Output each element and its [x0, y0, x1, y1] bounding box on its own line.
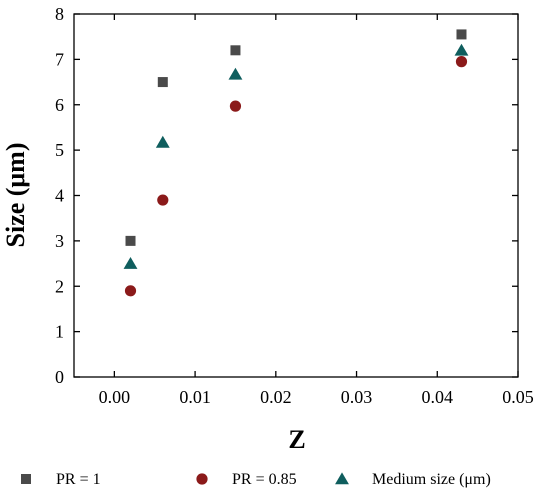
data-point	[228, 67, 243, 80]
y-tick-label: 5	[55, 140, 64, 160]
plot-frame	[73, 13, 519, 378]
legend-label: PR = 0.85	[232, 471, 297, 488]
x-axis-title: Z	[288, 425, 305, 454]
legend-marker	[196, 473, 208, 485]
legend-label: Medium size (μm)	[372, 471, 491, 488]
y-tick-label: 1	[55, 322, 64, 342]
data-point	[124, 285, 137, 297]
x-tick-label: 0.05	[502, 387, 534, 407]
legend-marker	[335, 472, 349, 485]
legend-marker	[21, 474, 31, 484]
data-point	[456, 29, 467, 40]
data-point	[155, 135, 170, 148]
data-point	[157, 77, 168, 88]
x-tick-label: 0.00	[99, 387, 131, 407]
y-axis-title: Size (μm)	[1, 143, 30, 248]
y-tick-label: 8	[55, 4, 64, 24]
data-point	[229, 100, 242, 112]
legend-label: PR = 1	[56, 471, 101, 488]
x-tick-label: 0.02	[260, 387, 292, 407]
data-point	[157, 194, 169, 206]
series-2	[124, 56, 468, 297]
data-point	[230, 45, 241, 56]
y-tick-label: 6	[55, 95, 64, 115]
y-tick-label: 2	[55, 276, 64, 296]
series-1	[125, 29, 467, 246]
x-tick-label: 0.04	[422, 387, 454, 407]
series-3	[123, 43, 469, 269]
legend: PR = 1 PR = 0.85 Medium size (μm)	[21, 471, 491, 488]
y-tick-label: 7	[55, 49, 64, 69]
y-tick-label: 0	[55, 367, 64, 387]
y-tick-label: 3	[55, 231, 64, 251]
data-point	[455, 56, 468, 68]
data-point	[123, 256, 138, 269]
x-tick-label: 0.03	[341, 387, 373, 407]
data-point	[454, 43, 469, 56]
y-tick-label: 4	[55, 186, 64, 206]
data-point	[125, 235, 136, 246]
x-tick-label: 0.01	[179, 387, 211, 407]
